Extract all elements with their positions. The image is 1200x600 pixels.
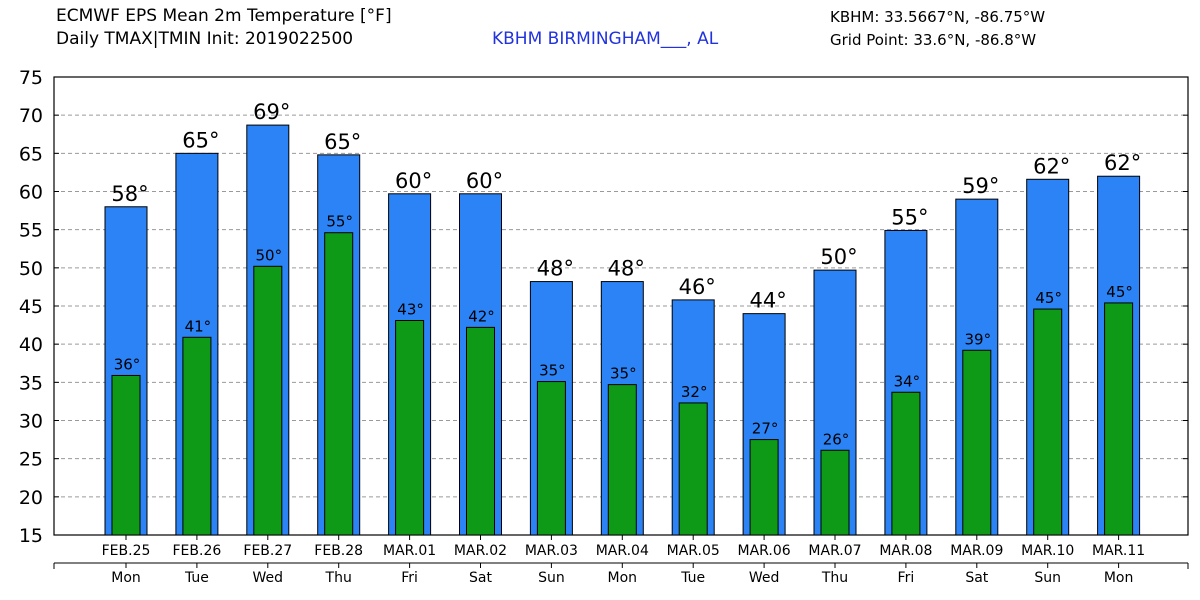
y-tick-label: 40 bbox=[19, 334, 43, 356]
tmin-bar bbox=[820, 449, 850, 536]
x-date-label: MAR.02 bbox=[454, 543, 507, 559]
tmax-data-label: 65° bbox=[324, 130, 361, 154]
x-date-label: MAR.04 bbox=[596, 543, 649, 559]
x-weekday-label: Tue bbox=[184, 570, 209, 586]
tmin-bar bbox=[678, 402, 708, 536]
tmax-data-label: 60° bbox=[395, 169, 432, 193]
tmin-bar bbox=[324, 232, 354, 536]
x-date-label: MAR.08 bbox=[879, 543, 932, 559]
tmin-data-label: 42° bbox=[468, 307, 495, 325]
tmax-data-label: 44° bbox=[749, 289, 786, 313]
tmin-data-label: 39° bbox=[965, 330, 992, 348]
tmin-data-label: 34° bbox=[894, 372, 921, 390]
tmin-data-label: 50° bbox=[256, 246, 283, 264]
x-weekday-label: Sun bbox=[538, 570, 565, 586]
x-weekday-label: Thu bbox=[821, 570, 848, 586]
y-tick-label: 55 bbox=[19, 220, 43, 242]
tmin-data-label: 35° bbox=[539, 362, 566, 380]
tmin-data-label: 27° bbox=[752, 420, 779, 438]
tmin-bar bbox=[607, 384, 637, 536]
x-date-label: FEB.25 bbox=[102, 543, 151, 559]
tmax-data-label: 55° bbox=[891, 205, 928, 229]
tmax-data-label: 69° bbox=[253, 100, 290, 124]
tmax-data-label: 58° bbox=[111, 182, 148, 206]
x-date-label: FEB.26 bbox=[173, 543, 222, 559]
tmin-bar bbox=[253, 265, 283, 536]
x-weekday-label: Sun bbox=[1034, 570, 1061, 586]
tmin-bar bbox=[962, 349, 992, 536]
y-tick-label: 15 bbox=[19, 525, 43, 547]
tmin-data-label: 43° bbox=[397, 301, 424, 319]
station-label: KBHM BIRMINGHAM___, AL bbox=[492, 29, 719, 49]
y-tick-label: 70 bbox=[19, 105, 43, 127]
y-tick-label: 35 bbox=[19, 372, 43, 394]
x-weekday-label: Wed bbox=[253, 570, 284, 586]
y-tick-label: 20 bbox=[19, 487, 43, 509]
tmin-data-label: 55° bbox=[326, 213, 353, 231]
x-date-label: MAR.01 bbox=[383, 543, 436, 559]
tmin-data-label: 45° bbox=[1035, 289, 1062, 307]
x-weekday-label: Thu bbox=[325, 570, 352, 586]
y-tick-label: 65 bbox=[19, 143, 43, 165]
tmax-data-label: 60° bbox=[466, 169, 503, 193]
tmin-bar bbox=[395, 320, 425, 536]
tmin-bar bbox=[466, 326, 495, 536]
tmax-data-label: 46° bbox=[679, 275, 716, 299]
tmin-bar bbox=[1104, 302, 1134, 536]
tmax-data-label: 50° bbox=[820, 245, 857, 269]
tmin-data-label: 41° bbox=[185, 317, 212, 335]
tmin-bar bbox=[749, 439, 779, 536]
y-tick-label: 30 bbox=[19, 411, 43, 433]
x-weekday-label: Mon bbox=[608, 570, 638, 586]
chart-title-line1: ECMWF EPS Mean 2m Temperature [°F] bbox=[56, 6, 392, 26]
tmin-bar bbox=[536, 381, 566, 536]
x-weekday-label: Mon bbox=[111, 570, 141, 586]
tmax-data-label: 48° bbox=[608, 257, 645, 281]
x-weekday-label: Sat bbox=[965, 570, 988, 586]
grid-point-coordinates: Grid Point: 33.6°N, -86.8°W bbox=[830, 31, 1037, 49]
tmin-data-label: 32° bbox=[681, 383, 708, 401]
x-weekday-label: Wed bbox=[749, 570, 780, 586]
tmin-bar bbox=[182, 336, 212, 536]
tmin-data-label: 45° bbox=[1106, 283, 1133, 301]
tmax-data-label: 62° bbox=[1033, 154, 1070, 178]
y-tick-label: 45 bbox=[19, 296, 43, 318]
x-date-label: MAR.07 bbox=[808, 543, 861, 559]
tmin-bar bbox=[1033, 308, 1063, 536]
x-date-label: FEB.27 bbox=[243, 543, 292, 559]
x-date-label: MAR.03 bbox=[525, 543, 578, 559]
x-date-label: MAR.05 bbox=[667, 543, 720, 559]
tmax-data-label: 59° bbox=[962, 174, 999, 198]
x-date-label: MAR.06 bbox=[738, 543, 791, 559]
tmax-data-label: 48° bbox=[537, 257, 574, 281]
y-tick-label: 75 bbox=[19, 67, 43, 89]
x-date-label: MAR.09 bbox=[950, 543, 1003, 559]
tmin-data-label: 35° bbox=[610, 365, 637, 383]
station-coordinates: KBHM: 33.5667°N, -86.75°W bbox=[830, 8, 1046, 26]
tmin-bar bbox=[891, 391, 921, 536]
x-date-label: MAR.10 bbox=[1021, 543, 1074, 559]
x-weekday-label: Fri bbox=[898, 570, 915, 586]
x-date-label: MAR.11 bbox=[1092, 543, 1145, 559]
tmax-data-label: 62° bbox=[1104, 151, 1141, 175]
y-tick-label: 25 bbox=[19, 449, 43, 471]
chart-title-line2: Daily TMAX|TMIN Init: 2019022500 bbox=[56, 29, 354, 49]
y-tick-label: 60 bbox=[19, 182, 43, 204]
x-weekday-label: Fri bbox=[401, 570, 418, 586]
tmax-data-label: 65° bbox=[182, 128, 219, 152]
y-tick-label: 50 bbox=[19, 258, 43, 280]
tmin-bar bbox=[111, 374, 141, 536]
x-date-label: FEB.28 bbox=[314, 543, 363, 559]
x-weekday-label: Tue bbox=[680, 570, 705, 586]
tmin-data-label: 36° bbox=[114, 355, 141, 373]
x-weekday-label: Sat bbox=[469, 570, 492, 586]
tmin-data-label: 26° bbox=[823, 430, 850, 448]
x-weekday-label: Mon bbox=[1104, 570, 1134, 586]
